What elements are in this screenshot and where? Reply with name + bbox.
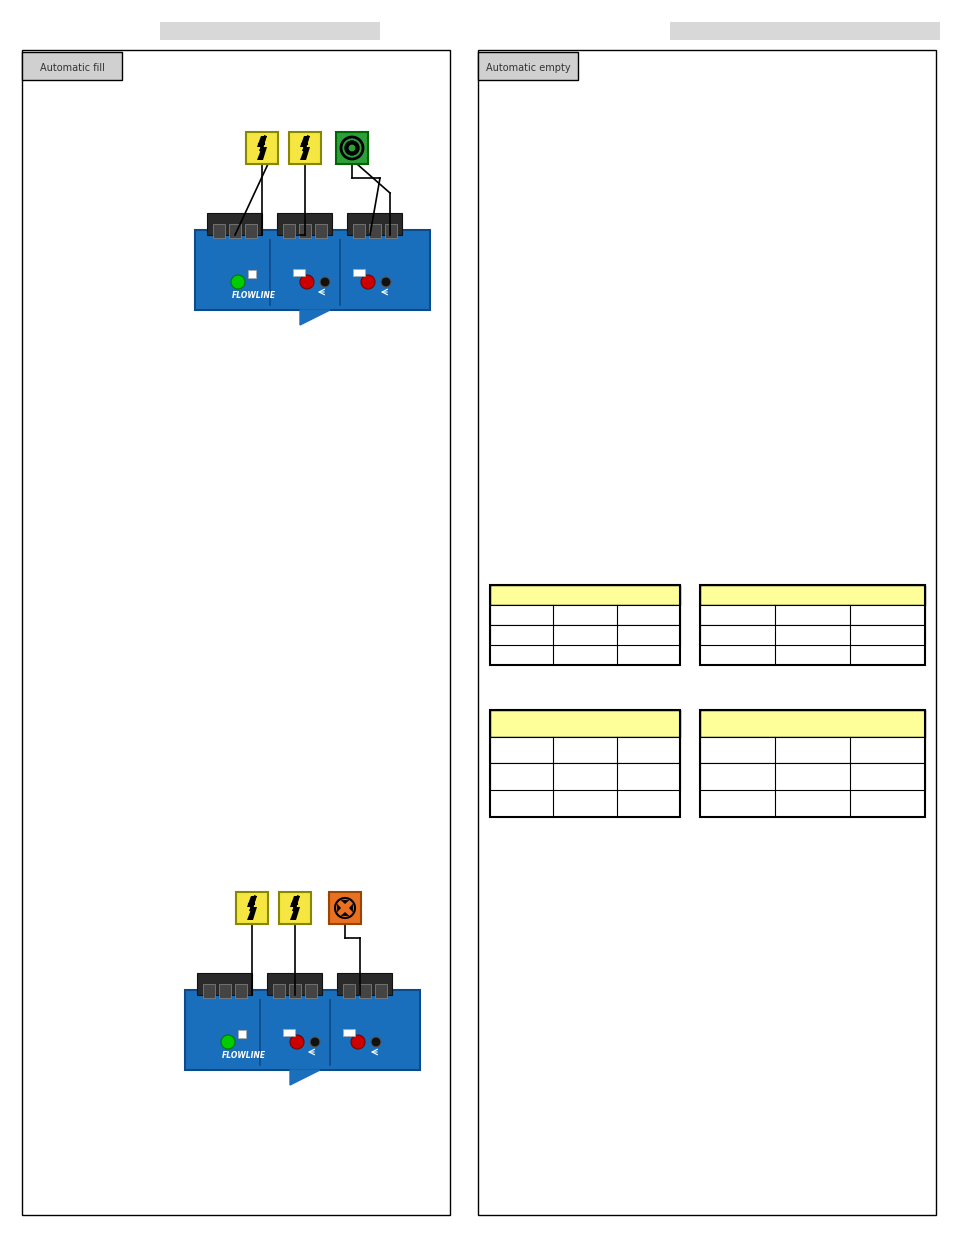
Bar — [700, 585, 924, 605]
Bar — [213, 224, 225, 238]
FancyBboxPatch shape — [477, 49, 935, 1215]
FancyBboxPatch shape — [160, 22, 379, 40]
Bar — [490, 736, 679, 763]
FancyBboxPatch shape — [669, 22, 939, 40]
Bar — [246, 132, 277, 164]
Bar — [185, 990, 419, 1070]
Bar — [700, 710, 924, 816]
Circle shape — [310, 1037, 319, 1047]
Bar — [347, 212, 401, 235]
Bar — [237, 1030, 246, 1037]
Circle shape — [335, 898, 355, 918]
Bar — [490, 710, 679, 816]
Bar — [267, 973, 322, 995]
Bar — [369, 224, 380, 238]
Circle shape — [380, 277, 391, 287]
Circle shape — [231, 275, 245, 289]
Bar — [375, 984, 387, 998]
Bar — [700, 710, 924, 736]
Bar — [700, 585, 924, 664]
Bar — [196, 973, 252, 995]
FancyBboxPatch shape — [477, 52, 578, 80]
Bar — [248, 270, 255, 278]
Bar — [700, 736, 924, 763]
Circle shape — [221, 1035, 234, 1049]
Bar — [490, 710, 679, 736]
Circle shape — [360, 275, 375, 289]
Bar — [385, 224, 396, 238]
Circle shape — [348, 144, 355, 152]
Bar — [490, 605, 679, 625]
Circle shape — [340, 137, 363, 159]
Polygon shape — [336, 904, 340, 913]
Bar — [235, 892, 268, 924]
Text: FLOWLINE: FLOWLINE — [232, 291, 275, 300]
Bar — [273, 984, 285, 998]
Polygon shape — [299, 136, 310, 161]
Bar — [700, 763, 924, 790]
Bar — [219, 984, 231, 998]
Text: FLOWLINE: FLOWLINE — [222, 1051, 266, 1060]
Circle shape — [345, 141, 358, 156]
Polygon shape — [256, 136, 267, 161]
Bar — [278, 892, 311, 924]
Bar — [245, 224, 256, 238]
Text: Automatic empty: Automatic empty — [485, 63, 570, 73]
Polygon shape — [290, 897, 299, 920]
Polygon shape — [340, 911, 349, 916]
Bar — [490, 625, 679, 645]
Bar — [490, 585, 679, 605]
Bar — [343, 984, 355, 998]
Circle shape — [371, 1037, 380, 1047]
Bar — [305, 984, 316, 998]
Circle shape — [299, 275, 314, 289]
Bar — [329, 892, 360, 924]
Bar — [293, 269, 305, 275]
Bar — [343, 1029, 355, 1036]
Circle shape — [290, 1035, 304, 1049]
Bar — [490, 585, 679, 664]
Bar — [335, 132, 368, 164]
FancyBboxPatch shape — [22, 49, 450, 1215]
Polygon shape — [340, 900, 349, 904]
Bar — [298, 224, 311, 238]
Bar — [358, 984, 371, 998]
Polygon shape — [299, 310, 330, 325]
Circle shape — [319, 277, 330, 287]
Bar — [700, 605, 924, 625]
Bar — [234, 984, 247, 998]
Bar — [490, 763, 679, 790]
Bar — [353, 224, 365, 238]
FancyBboxPatch shape — [22, 52, 122, 80]
Bar — [203, 984, 214, 998]
Polygon shape — [247, 897, 256, 920]
Bar — [229, 224, 241, 238]
Bar — [207, 212, 262, 235]
Bar — [283, 1029, 294, 1036]
Bar — [289, 132, 320, 164]
Circle shape — [351, 1035, 365, 1049]
Bar — [283, 224, 294, 238]
Polygon shape — [349, 904, 353, 913]
Polygon shape — [290, 1070, 319, 1086]
Bar — [700, 625, 924, 645]
Bar — [194, 230, 430, 310]
Text: Automatic fill: Automatic fill — [39, 63, 104, 73]
Bar — [276, 212, 332, 235]
Bar — [336, 973, 392, 995]
Bar — [289, 984, 301, 998]
Bar — [353, 269, 365, 275]
Bar — [314, 224, 327, 238]
